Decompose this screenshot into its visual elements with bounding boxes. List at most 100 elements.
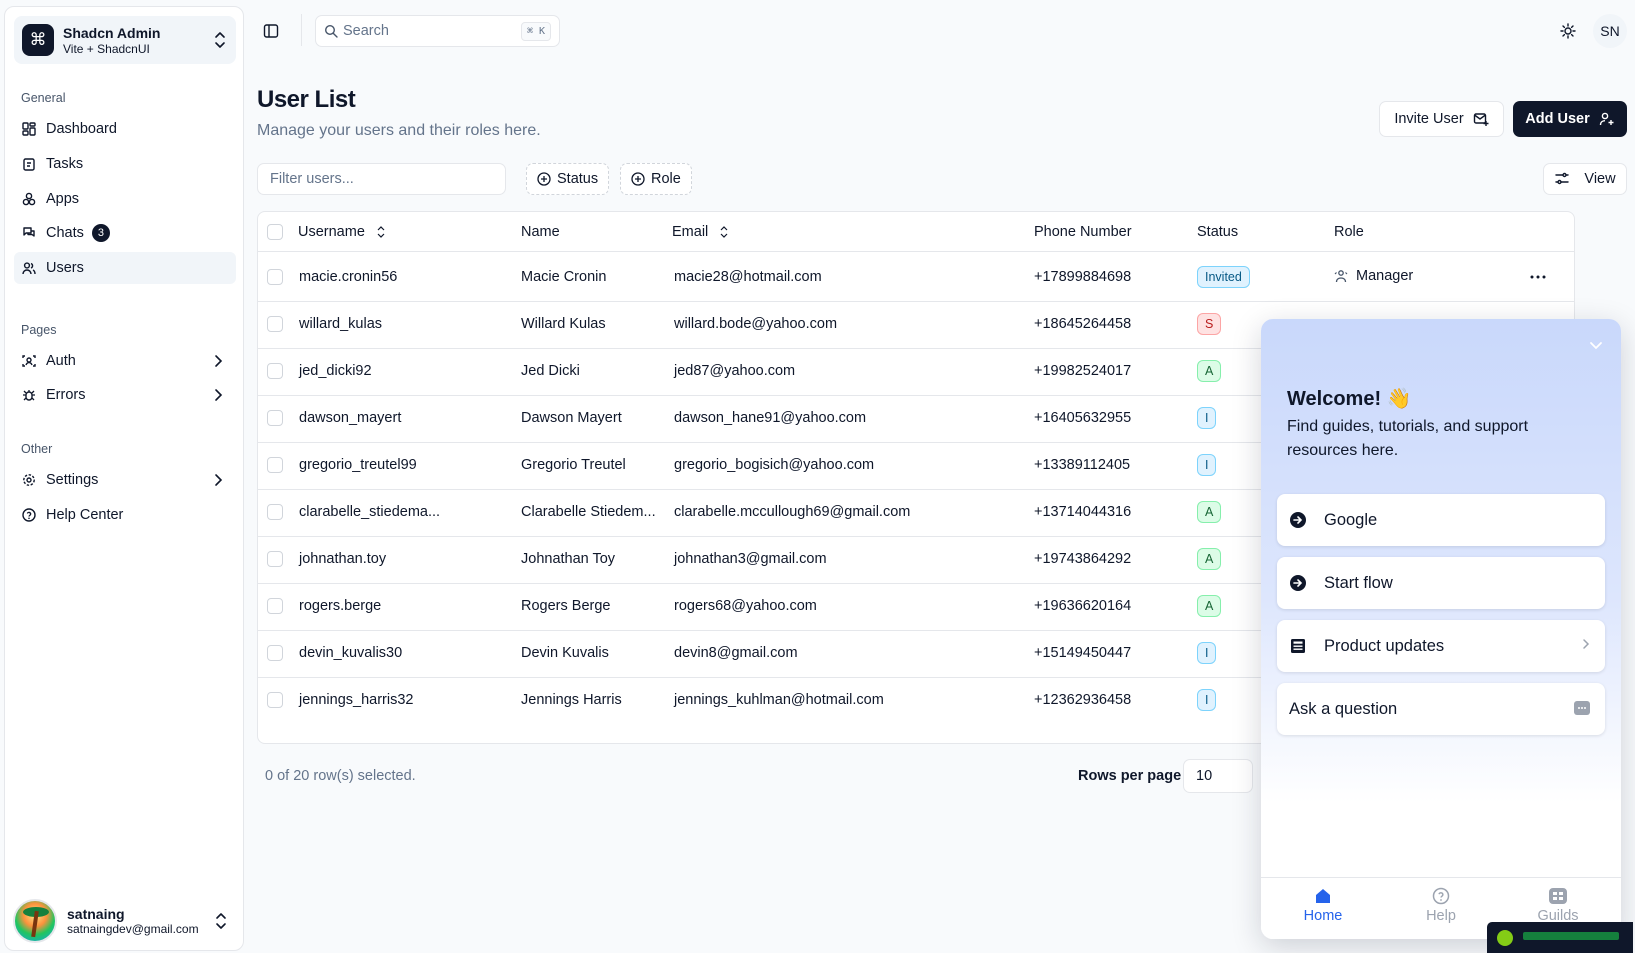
cell-phone: +17899884698 [1034,269,1132,285]
table-row[interactable]: rogers.berge Rogers Berge rogers68@yahoo.c… [258,582,1574,631]
column-label: Name [521,224,560,240]
search-icon [324,24,338,38]
sidebar-item-errors[interactable]: Errors [14,379,236,411]
sidebar-item-users[interactable]: Users [14,252,236,284]
sidebar-item-tasks[interactable]: Tasks [14,148,236,180]
cell-username: willard_kulas [299,316,383,332]
collapse-widget-button[interactable] [1585,335,1607,357]
view-options-button[interactable]: View [1543,163,1627,195]
sidebar-item-apps[interactable]: Apps [14,183,236,215]
row-checkbox[interactable] [267,645,283,661]
column-phone: Phone Number [1034,224,1132,240]
cell-email: rogers68@yahoo.com [674,598,817,614]
table-row[interactable]: dawson_mayert Dawson Mayert dawson_hane91@… [258,394,1574,443]
cell-phone: +16405632955 [1034,410,1132,426]
widget-tab-help[interactable]: Help [1401,887,1481,924]
widget-card-google[interactable]: Google [1277,494,1605,546]
team-switcher[interactable]: ⌘ Shadcn Admin Vite + ShadcnUI [14,16,236,64]
cell-email: clarabelle.mccullough69@gmail.com [674,504,911,520]
table-row[interactable]: jennings_harris32 Jennings Harris jennings… [258,676,1574,725]
table-row[interactable]: willard_kulas Willard Kulas willard.bode@y… [258,300,1574,349]
search-input[interactable]: Search ⌘ K [315,15,560,47]
cell-name: Gregorio Treutel [521,457,626,473]
status-badge: I [1197,454,1217,476]
row-checkbox[interactable] [267,269,283,285]
chevron-right-icon [215,389,223,401]
help-icon [1432,887,1450,905]
rows-per-page-select[interactable]: 10 [1183,759,1253,793]
table-row[interactable]: macie.cronin56 Macie Cronin macie28@hotmai… [258,253,1574,302]
sidebar-item-chats[interactable]: Chats 3 [14,217,236,249]
search-shortcut: ⌘ K [520,22,551,41]
sidebar-toggle-button[interactable] [256,16,286,46]
row-checkbox[interactable] [267,316,283,332]
table-row[interactable]: clarabelle_stiedema... Clarabelle Stiedem… [258,488,1574,537]
sort-icon [377,226,385,238]
cell-email: willard.bode@yahoo.com [674,316,838,332]
role-filter-button[interactable]: Role [620,163,692,195]
sidebar-item-settings[interactable]: Settings [14,464,236,496]
column-username[interactable]: Username [298,224,385,240]
topbar-divider [301,14,302,46]
message-icon [1574,701,1590,715]
cell-name: Dawson Mayert [521,410,622,426]
row-checkbox[interactable] [267,551,283,567]
apps-icon [22,192,36,206]
filter-users-input[interactable] [257,163,506,195]
table-row[interactable]: gregorio_treutel99 Gregorio Treutel gregor… [258,441,1574,490]
sidebar-item-auth[interactable]: Auth [14,345,236,377]
widget-tab-home[interactable]: Home [1283,887,1363,924]
invite-user-button[interactable]: Invite User [1379,101,1504,137]
row-checkbox[interactable] [267,504,283,520]
nav-group-pages: Pages [21,323,57,337]
clipboard-icon [22,157,36,171]
selection-summary: 0 of 20 row(s) selected. [265,768,416,784]
cell-name: Clarabelle Stiedem... [521,504,656,520]
widget-tab-guilds[interactable]: Guilds [1518,887,1598,924]
row-checkbox[interactable] [267,363,283,379]
widget-tab-label: Home [1303,908,1343,924]
chevron-right-icon [215,355,223,367]
sun-icon [1560,23,1576,39]
row-actions-button[interactable] [1526,265,1550,289]
sliders-icon [1555,172,1570,185]
status-filter-button[interactable]: Status [526,163,610,195]
column-label: Phone Number [1034,224,1132,240]
row-checkbox[interactable] [267,457,283,473]
table-row[interactable]: johnathan.toy Johnathan Toy johnathan3@gma… [258,535,1574,584]
column-email[interactable]: Email [672,224,728,240]
column-role: Role [1334,224,1364,240]
command-icon: ⌘ [22,24,54,56]
theme-toggle-button[interactable] [1553,16,1583,46]
cell-phone: +19982524017 [1034,363,1132,379]
cell-phone: +19743864292 [1034,551,1132,567]
help-icon [22,508,36,522]
widget-card-product-updates[interactable]: Product updates [1277,620,1605,672]
plus-circle-icon [631,172,645,186]
row-checkbox[interactable] [267,692,283,708]
user-menu[interactable]: satnaing satnaingdev@gmail.com [9,896,239,946]
cell-phone: +18645264458 [1034,316,1132,332]
row-checkbox[interactable] [267,598,283,614]
cell-username: johnathan.toy [299,551,387,567]
row-checkbox[interactable] [267,410,283,426]
chevron-right-icon [1583,639,1590,649]
devtools-launcher[interactable] [1487,922,1633,953]
table-row[interactable]: jed_dicki92 Jed Dicki jed87@yahoo.com +1998… [258,347,1574,396]
role-filter-label: Role [651,171,681,187]
widget-card-start-flow[interactable]: Start flow [1277,557,1605,609]
widget-card-ask-question[interactable]: Ask a question [1277,683,1605,735]
profile-avatar-button[interactable]: SN [1593,14,1627,48]
sidebar-item-help-center[interactable]: Help Center [14,499,236,531]
users-icon [22,261,36,275]
status-badge: A [1197,360,1222,382]
team-plan: Vite + ShadcnUI [63,41,150,56]
add-user-button[interactable]: Add User [1513,101,1627,137]
chevrons-up-down-icon [215,32,225,48]
sidebar-item-label: Chats [46,225,84,241]
sidebar-item-dashboard[interactable]: Dashboard [14,113,236,145]
avatar [13,899,57,943]
select-all-checkbox[interactable] [267,224,283,240]
table-row[interactable]: devin_kuvalis30 Devin Kuvalis devin8@gmail… [258,629,1574,678]
dashboard-icon [22,122,36,136]
